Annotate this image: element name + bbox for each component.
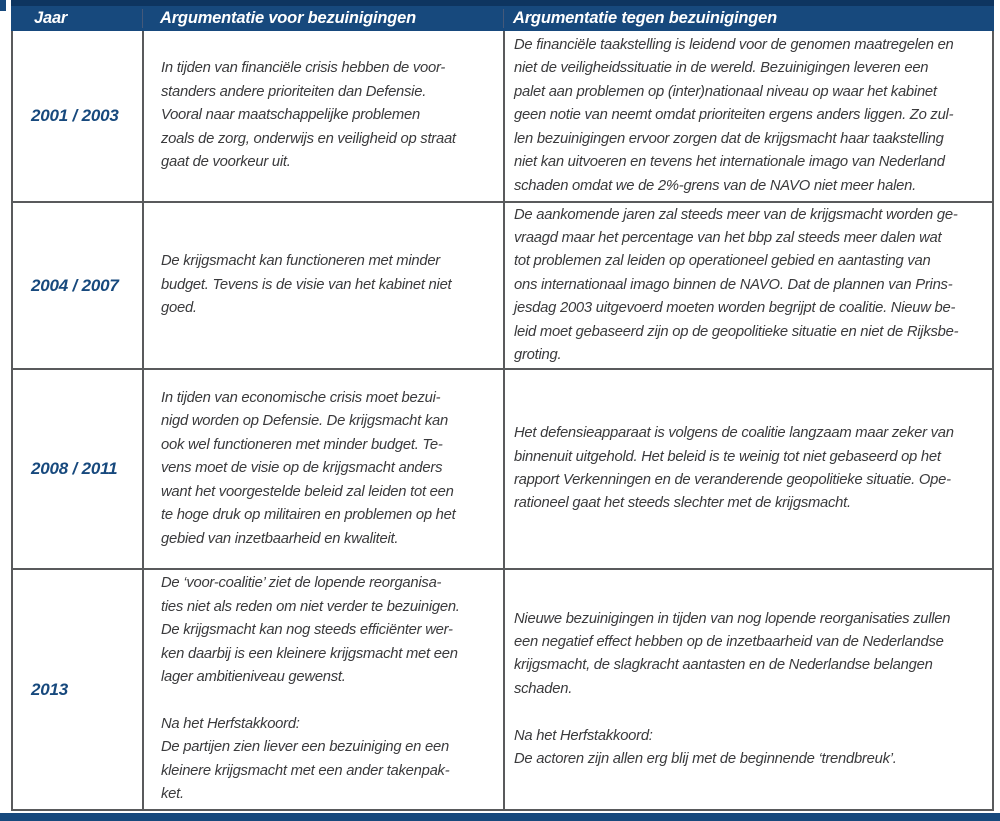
voor-argument-text: De ‘voor-coalitie’ ziet de lopende reorg… xyxy=(161,575,460,803)
tegen-argument-text: De aankomende jaren zal steeds meer van … xyxy=(514,206,959,364)
year-label: 2008 / 2011 xyxy=(31,459,118,478)
year-cell: 2004 / 2007 xyxy=(13,203,144,368)
table-top-strip xyxy=(11,0,994,6)
voor-argument-cell: De ‘voor-coalitie’ ziet de lopende reorg… xyxy=(144,570,505,809)
table-row-2008-2011: 2008 / 2011 In tijden van economische cr… xyxy=(13,370,992,570)
tegen-argument-cell: De aankomende jaren zal steeds meer van … xyxy=(505,203,992,368)
page-bottom-bar xyxy=(0,813,1000,821)
table-row-2001-2003: 2001 / 2003 In tijden van financiële cri… xyxy=(13,31,992,203)
voor-argument-cell: In tijden van financiële crisis hebben d… xyxy=(144,31,505,201)
voor-argument-text: De krijgsmacht kan functioneren met mind… xyxy=(161,253,452,317)
year-label: 2001 / 2003 xyxy=(31,106,119,125)
tegen-argument-cell: Nieuwe bezuinigingen in tijden van nog l… xyxy=(505,570,992,809)
year-label: 2004 / 2007 xyxy=(31,275,119,295)
header-cell-argumentatie-tegen: Argumentatie tegen bezuinigingen xyxy=(503,9,994,28)
year-cell: 2008 / 2011 xyxy=(13,370,144,568)
table-header-row: Jaar Argumentatie voor bezuinigingen Arg… xyxy=(11,6,994,31)
table-row-2013: 2013 De ‘voor-coalitie’ ziet de lopende … xyxy=(13,570,992,809)
tegen-argument-text: Het defensieapparaat is volgens de coali… xyxy=(514,425,954,512)
year-cell: 2001 / 2003 xyxy=(13,31,144,201)
voor-argument-text: In tijden van economische crisis moet be… xyxy=(161,390,456,547)
header-cell-argumentatie-voor: Argumentatie voor bezuinigingen xyxy=(142,9,503,28)
tegen-argument-text: Nieuwe bezuinigingen in tijden van nog l… xyxy=(514,610,951,768)
year-cell: 2013 xyxy=(13,570,144,809)
voor-argument-text: In tijden van financiële crisis hebben d… xyxy=(161,60,456,171)
page-edge-mark xyxy=(0,0,6,11)
table-body: 2001 / 2003 In tijden van financiële cri… xyxy=(11,31,994,811)
defense-cuts-table: Jaar Argumentatie voor bezuinigingen Arg… xyxy=(11,0,994,811)
year-label: 2013 xyxy=(31,679,69,699)
voor-argument-cell: In tijden van economische crisis moet be… xyxy=(144,370,505,568)
header-cell-jaar: Jaar xyxy=(34,9,68,27)
table-row-2004-2007: 2004 / 2007 De krijgsmacht kan functione… xyxy=(13,203,992,370)
tegen-argument-text: De financiële taakstelling is leidend vo… xyxy=(514,37,954,194)
tegen-argument-cell: De financiële taakstelling is leidend vo… xyxy=(505,31,992,201)
voor-argument-cell: De krijgsmacht kan functioneren met mind… xyxy=(144,203,505,368)
tegen-argument-cell: Het defensieapparaat is volgens de coali… xyxy=(505,370,992,568)
